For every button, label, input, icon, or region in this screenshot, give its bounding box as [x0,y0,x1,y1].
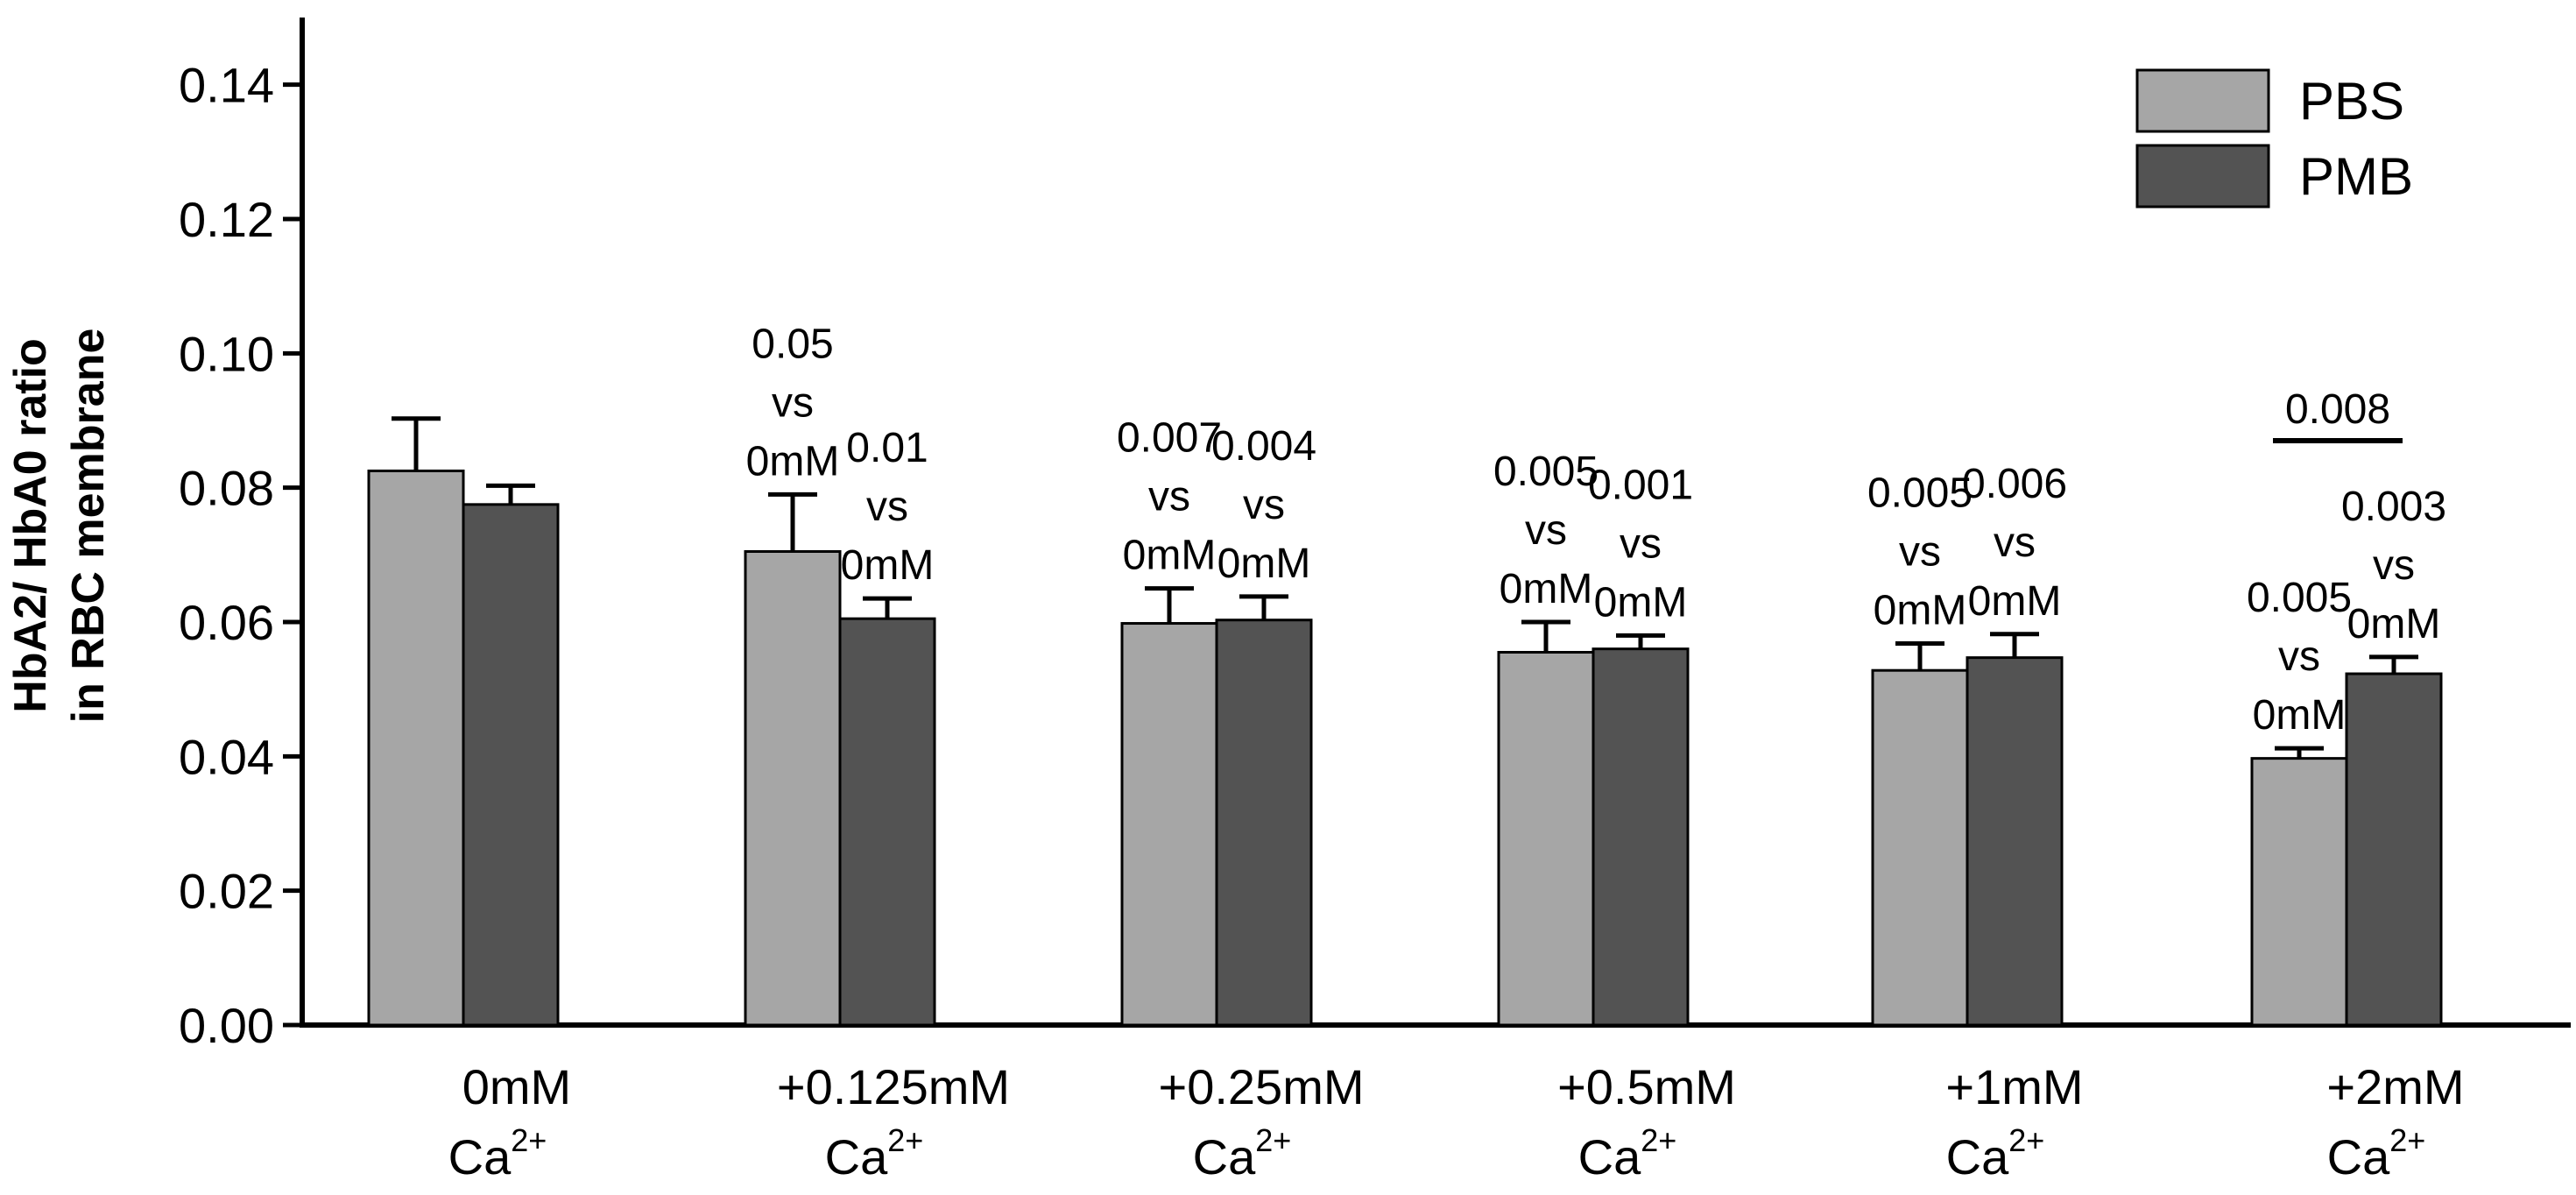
significance-label: 0mM [1968,578,2062,625]
category-label: +1mM [1945,1059,2083,1114]
significance-label: 0mM [1874,588,1967,634]
significance-label: 0mM [841,542,935,589]
significance-label: vs [2373,542,2415,589]
category-ion-label: Ca2+ [1946,1122,2045,1184]
category-labels: 0mM Ca2+ +0.125mM Ca2+ +0.25mM Ca2+ +0.5mM Ca2+… [448,1059,2465,1184]
category-ion-label: Ca2+ [448,1122,547,1184]
category-label: +2mM [2326,1059,2464,1114]
bar-pmb [462,503,560,1027]
bar-pbs [1497,651,1595,1027]
significance-label: 0.005 [1867,470,1973,517]
significance-label: vs [866,484,908,530]
legend: PBS PMB [2135,68,2413,209]
significance-label: vs [1620,520,1662,567]
category-ion-label: Ca2+ [1193,1122,1292,1184]
significance-label: 0mM [1500,566,1593,612]
significance-label: 0.01 [846,425,928,471]
y-tick-label: 0.12 [179,192,274,247]
y-axis-label-line: in RBC membrane [63,329,114,724]
y-tick-label: 0.10 [179,326,274,381]
significance-label: vs [1525,507,1567,554]
significance-label: 0.05 [752,321,833,367]
y-axis-label: HbA2/ HbA0 ratio in RBC membrane [5,329,114,724]
bars [367,416,2443,1027]
bar-pmb [2345,672,2443,1027]
y-tick-label: 0.04 [179,729,274,784]
category-ion-label: Ca2+ [2327,1122,2426,1184]
category-label: 0mM [462,1059,571,1114]
legend-swatch-pbs [2135,68,2270,133]
y-tick-label: 0.06 [179,595,274,650]
bar-pmb [1966,656,2064,1027]
bar-pbs [1120,622,1218,1027]
significance-label: 0.004 [1211,423,1316,470]
category-label: +0.125mM [777,1059,1010,1114]
category-ion-label: Ca2+ [825,1122,924,1184]
bar-pmb [1591,647,1690,1027]
legend-swatch-pmb [2135,144,2270,209]
significance-label: 0mM [1217,541,1311,587]
significance-label: vs [772,379,814,426]
axes: 0.00 0.02 0.04 0.06 0.08 0.10 0.12 0.14 [179,18,2571,1053]
bar-pbs [744,550,842,1027]
y-tick-label: 0.08 [179,461,274,516]
significance-label: 0.007 [1117,415,1222,462]
bar-pmb [838,617,936,1027]
significance-label: 0.003 [2341,484,2446,530]
significance-label: 0.001 [1588,462,1693,508]
significance-label: vs [1994,520,2036,566]
category-label: +0.5mM [1557,1059,1736,1114]
significance-label: 0.006 [1962,461,2067,507]
significance-label: 0mM [2347,601,2441,647]
y-axis-label-line: HbA2/ HbA0 ratio [5,338,56,713]
significance-label: 0mM [1594,579,1688,626]
significance-label: 0mM [2253,692,2347,739]
bar-pmb [1215,619,1313,1027]
significance-label: 0.005 [1493,449,1599,495]
bracket-label: 0.008 [2285,386,2390,433]
significance-label: 0.005 [2247,575,2352,621]
significance-label: vs [1148,474,1190,520]
y-tick-label: 0.02 [179,864,274,919]
legend-label: PBS [2299,72,2404,131]
legend-label: PMB [2299,147,2413,206]
category-label: +0.25mM [1159,1059,1365,1114]
bar-pbs [1871,668,1969,1027]
significance-label: vs [1899,529,1941,576]
bar-pbs [367,470,465,1027]
significance-label: 0mM [746,438,840,484]
significance-label: 0mM [1123,533,1217,579]
y-tick-label: 0.14 [179,58,274,113]
category-ion-label: Ca2+ [1578,1122,1677,1184]
significance-label: vs [1243,482,1285,528]
y-tick-label: 0.00 [179,998,274,1053]
significance-label: vs [2278,633,2320,680]
bar-pbs [2250,757,2348,1027]
